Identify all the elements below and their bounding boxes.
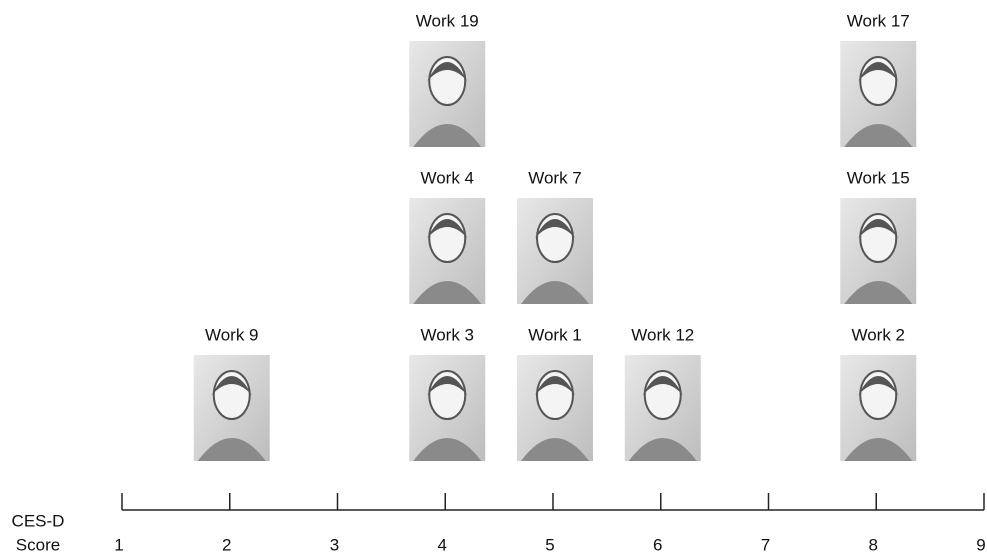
artwork: Work 2 xyxy=(840,325,917,461)
artwork-label: Work 19 xyxy=(416,11,479,30)
artwork-label: Work 4 xyxy=(420,168,474,187)
artwork: Work 4 xyxy=(409,168,486,304)
x-tick-label: 6 xyxy=(653,535,662,554)
artwork-hair xyxy=(642,376,683,395)
artwork-hair xyxy=(211,376,252,395)
axis-label: Score xyxy=(16,535,60,554)
artwork-hair xyxy=(535,219,575,238)
artwork-body xyxy=(521,438,589,461)
x-tick-label: 7 xyxy=(761,535,770,554)
artwork-label: Work 2 xyxy=(851,325,905,344)
artwork-hair xyxy=(427,376,468,395)
x-tick-label: 2 xyxy=(222,535,231,554)
x-tick-label: 8 xyxy=(869,535,878,554)
artwork-body xyxy=(521,281,589,304)
artwork-body xyxy=(197,438,266,461)
artwork-body xyxy=(844,281,913,304)
x-tick-label: 3 xyxy=(330,535,339,554)
x-tick-label: 5 xyxy=(545,535,554,554)
artwork-hair xyxy=(858,62,899,81)
artwork: Work 17 xyxy=(840,11,917,147)
artwork-label: Work 3 xyxy=(420,325,474,344)
artwork: Work 15 xyxy=(840,168,917,304)
artwork: Work 9 xyxy=(193,325,270,461)
x-tick-label: 9 xyxy=(976,535,985,554)
artwork-body xyxy=(844,124,913,147)
artwork-label: Work 9 xyxy=(205,325,259,344)
artwork-body xyxy=(413,281,482,304)
artwork-hair xyxy=(535,376,575,395)
artwork: Work 7 xyxy=(517,168,593,304)
artwork-body xyxy=(413,438,482,461)
artwork-hair xyxy=(858,376,899,395)
artwork-hair xyxy=(427,219,468,238)
artwork: Work 12 xyxy=(624,325,701,461)
artwork-hair xyxy=(858,219,899,238)
artwork: Work 3 xyxy=(409,325,486,461)
axis-label: CES-D xyxy=(12,511,65,530)
artwork-body xyxy=(844,438,913,461)
artwork-body xyxy=(413,124,482,147)
artwork-body xyxy=(628,438,697,461)
artwork: Work 19 xyxy=(409,11,486,147)
x-tick-label: 4 xyxy=(438,535,447,554)
artwork-label: Work 7 xyxy=(528,168,582,187)
artwork-label: Work 12 xyxy=(631,325,694,344)
artwork: Work 1 xyxy=(517,325,593,461)
x-tick-label: 1 xyxy=(114,535,123,554)
artwork-label: Work 17 xyxy=(847,11,910,30)
artwork-label: Work 1 xyxy=(528,325,582,344)
artwork-label: Work 15 xyxy=(847,168,910,187)
artwork-hair xyxy=(427,62,468,81)
